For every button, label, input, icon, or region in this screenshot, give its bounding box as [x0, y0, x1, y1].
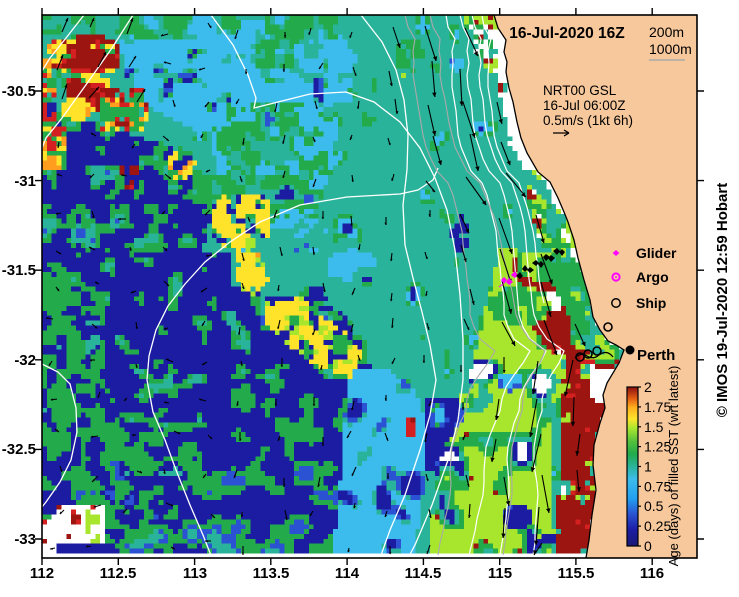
svg-text:112: 112 [30, 565, 54, 582]
svg-text:Age (days) of filled SST (wrt: Age (days) of filled SST (wrt latest) [666, 366, 681, 567]
svg-text:1.75: 1.75 [644, 399, 671, 415]
svg-text:16-Jul-2020 16Z: 16-Jul-2020 16Z [509, 25, 625, 42]
svg-text:112.5: 112.5 [100, 565, 137, 582]
svg-text:0.25: 0.25 [644, 518, 671, 534]
svg-text:114.5: 114.5 [405, 565, 442, 582]
svg-text:© IMOS 19-Jul-2020 12:59 Hobar: © IMOS 19-Jul-2020 12:59 Hobart [714, 183, 731, 417]
svg-text:-32: -32 [14, 352, 36, 369]
svg-text:Glider: Glider [636, 245, 677, 261]
svg-text:1000m: 1000m [649, 41, 692, 57]
svg-text:-31.5: -31.5 [2, 262, 36, 279]
svg-text:1: 1 [644, 459, 652, 475]
svg-text:1.5: 1.5 [644, 419, 664, 435]
svg-text:113.5: 113.5 [253, 565, 290, 582]
svg-text:16-Jul 06:00Z: 16-Jul 06:00Z [543, 98, 626, 113]
svg-text:1.25: 1.25 [644, 439, 671, 455]
svg-text:0.75: 0.75 [644, 478, 671, 494]
svg-text:115.5: 115.5 [558, 565, 595, 582]
svg-text:200m: 200m [649, 24, 684, 40]
svg-text:NRT00 GSL: NRT00 GSL [543, 83, 617, 98]
svg-text:114: 114 [335, 565, 360, 582]
svg-text:0.5: 0.5 [644, 498, 664, 514]
svg-text:-30.5: -30.5 [2, 83, 36, 100]
svg-text:-32.5: -32.5 [2, 441, 36, 458]
svg-text:116: 116 [640, 565, 664, 582]
svg-text:-33: -33 [14, 531, 36, 548]
svg-text:0: 0 [644, 538, 652, 554]
svg-text:113: 113 [183, 565, 207, 582]
svg-text:-31: -31 [14, 173, 36, 190]
svg-text:115: 115 [488, 565, 512, 582]
svg-text:0.5m/s (1kt 6h): 0.5m/s (1kt 6h) [543, 113, 633, 128]
svg-text:2: 2 [644, 379, 652, 395]
svg-text:Perth: Perth [637, 347, 675, 364]
svg-text:Argo: Argo [636, 269, 669, 285]
svg-text:Ship: Ship [636, 295, 666, 311]
